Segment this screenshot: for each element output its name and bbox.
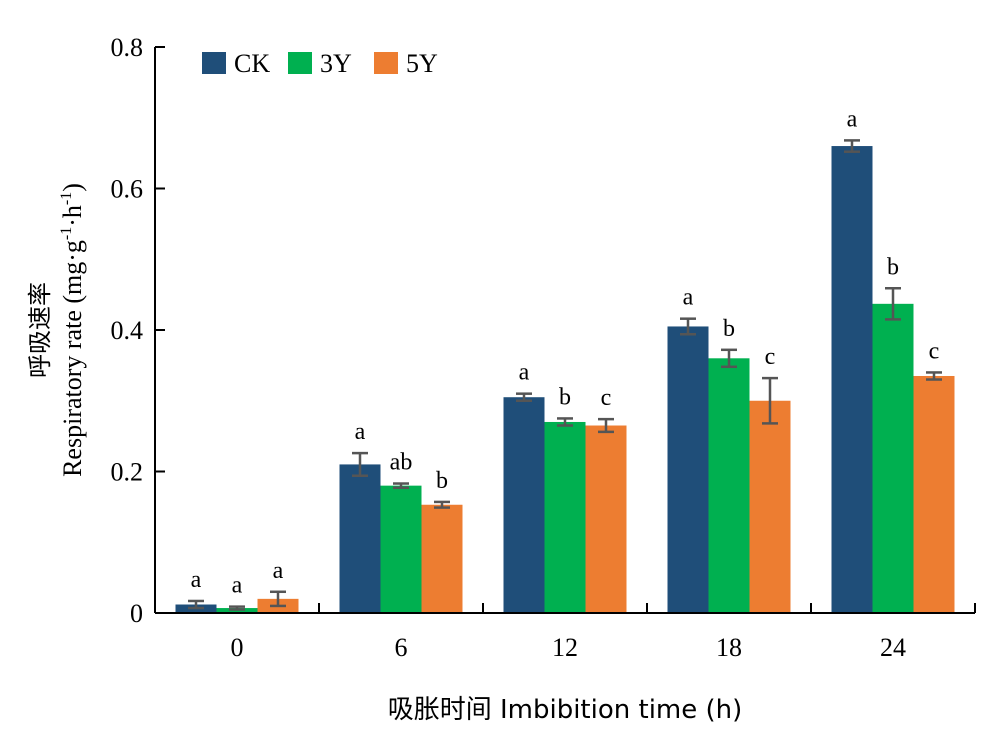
legend-label: 3Y [320,49,352,78]
axes: 0 0.2 0.4 0.6 0.8 0 6 12 18 24 [111,33,976,662]
bar [749,400,791,613]
significance-letter: c [601,385,612,411]
error-bar [721,348,737,369]
x-tick-label: 12 [552,633,578,662]
bar [544,421,586,613]
significance-letter: b [723,316,735,342]
significance-letter: a [191,567,202,593]
y-axis-title-en: Respiratory rate (mg·g-1·h-1) [58,183,87,477]
significance-letter: a [683,285,694,311]
x-axis-title: 吸胀时间 Imbibition time (h) [388,695,743,725]
error-bar [516,392,532,402]
y-tick-label: 0.8 [111,33,144,62]
significance-letter: a [519,360,530,386]
error-bar [557,417,573,427]
legend-swatch [288,52,312,74]
legend-label: CK [234,49,270,78]
error-bar [680,317,696,336]
legend-swatch [202,52,226,74]
error-bar [844,139,860,153]
bar [667,326,709,613]
bar [913,375,955,613]
error-bars-layer [188,139,942,611]
significance-letter: a [232,573,243,599]
legend-label: 5Y [406,49,438,78]
error-bar [188,599,204,610]
x-tick-label: 0 [231,633,244,662]
significance-letter: c [765,344,776,370]
significance-letter: b [559,384,571,410]
significance-letter: a [273,558,284,584]
error-bar [393,482,409,490]
bar [380,485,422,613]
legend: CK 3Y 5Y [202,49,438,78]
error-bar [885,287,901,321]
legend-item: 3Y [288,49,352,78]
y-tick-label: 0.6 [111,175,144,204]
y-axis-title-cn: 呼吸速率 [26,282,54,378]
significance-letter: a [355,419,366,445]
bar [708,358,750,613]
bars-layer [175,146,955,614]
legend-item: CK [202,49,270,78]
bar [872,303,914,613]
error-bar [434,500,450,509]
significance-letter: b [436,468,448,494]
error-bar [926,371,942,381]
error-bar [352,451,368,477]
y-axis-title: 呼吸速率 Respiratory rate (mg·g-1·h-1) [26,183,87,477]
bar [831,146,873,614]
significance-letter: a [847,106,858,132]
error-bar [762,376,778,425]
legend-swatch [374,52,398,74]
significance-letter: ab [390,450,413,476]
x-tick-label: 6 [395,633,408,662]
legend-item: 5Y [374,49,438,78]
significance-letter: c [929,338,940,364]
y-tick-label: 0.2 [111,458,144,487]
error-bar [229,605,245,611]
bar [339,464,381,613]
y-tick-label: 0 [130,599,143,628]
significance-letter: b [887,254,899,280]
x-tick-label: 18 [716,633,742,662]
error-bar [598,417,614,434]
error-bar [270,590,286,608]
y-tick-label: 0.4 [111,316,144,345]
bar [421,504,463,613]
bar [585,425,627,613]
x-tick-label: 24 [880,633,906,662]
bar [503,397,545,613]
